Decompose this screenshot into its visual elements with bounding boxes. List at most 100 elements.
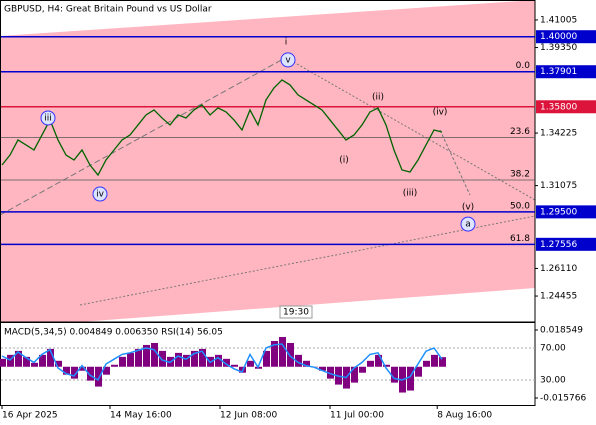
macd-tick-label: -0.015766 <box>540 394 586 404</box>
level-label: 1.35800 <box>540 102 577 112</box>
macd-bar <box>423 360 430 367</box>
y-tick-label: 1.31075 <box>540 181 577 191</box>
macd-bar <box>295 354 302 367</box>
macd-bar <box>151 342 158 367</box>
wave-label: (v) <box>462 203 474 213</box>
macd-bar <box>191 350 198 367</box>
macd-bar <box>287 342 294 367</box>
wave-label: (iii) <box>403 189 418 199</box>
rsi-tick-label: 70.00 <box>540 344 566 354</box>
fib-label: 50.0 <box>510 201 530 211</box>
wave-label: (ii) <box>372 92 384 102</box>
macd-bar <box>0 358 6 367</box>
y-tick-label: 1.34225 <box>540 129 577 139</box>
rsi-tick-label: 30.00 <box>540 376 566 386</box>
macd-bar <box>119 356 126 367</box>
time-marker: 19:30 <box>283 308 309 318</box>
price-panel <box>0 0 535 322</box>
level-label-box <box>536 237 596 251</box>
x-tick-label: 16 Apr 2025 <box>2 411 58 421</box>
macd-tick-label: 0.018549 <box>540 326 583 336</box>
macd-bar <box>431 354 438 367</box>
macd-bar <box>47 348 54 367</box>
macd-bar <box>87 366 94 381</box>
macd-bar <box>351 366 358 383</box>
fib-label: 38.2 <box>510 170 530 180</box>
x-tick-label: 11 Jul 00:00 <box>330 411 384 421</box>
trend-support <box>79 215 536 306</box>
level-label: 1.27556 <box>540 240 577 250</box>
macd-bar <box>15 350 22 367</box>
macd-bar <box>7 354 14 367</box>
wave-label: a <box>465 220 471 230</box>
wave-circle <box>280 52 296 68</box>
trend-dotted <box>289 59 536 201</box>
y-tick-label: 1.26110 <box>540 264 577 274</box>
trend-dashed <box>0 57 286 216</box>
macd-bar <box>55 360 62 367</box>
macd-bar <box>327 366 334 379</box>
wave-label: iv <box>96 190 105 200</box>
macd-bar <box>271 340 278 367</box>
macd-bar <box>143 344 150 367</box>
macd-bar <box>175 352 182 367</box>
macd-bar <box>103 366 110 375</box>
wave-label: (iv) <box>433 107 448 117</box>
macd-bar <box>223 358 230 367</box>
macd-bar <box>439 357 446 367</box>
level-label: 1.37901 <box>540 67 577 77</box>
time-marker-box <box>279 305 313 319</box>
macd-bar <box>95 366 102 387</box>
fib-label: 0.0 <box>516 61 531 71</box>
macd-bar <box>183 354 190 367</box>
macd-bar <box>63 366 70 375</box>
macd-bar <box>375 354 382 367</box>
macd-bar <box>415 366 422 377</box>
level-label: 1.40000 <box>540 32 577 42</box>
wave-circle <box>40 110 56 126</box>
level-label-box <box>536 205 596 219</box>
y-tick-label: 1.24455 <box>540 292 577 302</box>
macd-bar <box>71 366 78 379</box>
x-tick-label: 14 May 16:00 <box>110 411 172 421</box>
macd-bar <box>391 366 398 383</box>
channel-top <box>0 0 535 36</box>
macd-bar <box>231 364 238 367</box>
rsi-line <box>1 343 443 382</box>
projection <box>439 129 471 196</box>
macd-bar <box>303 360 310 367</box>
macd-bar <box>79 366 86 371</box>
wave-label: (i) <box>339 155 349 165</box>
wave-label: i <box>285 37 288 47</box>
macd-bar <box>247 360 254 367</box>
indicator-title: MACD(5,34,5) 0.004849 0.006350 RSI(14) 5… <box>4 328 223 338</box>
chart-title: GBPUSD, H4: Great Britain Pound vs US Do… <box>4 5 212 15</box>
x-tick-label: 12 Jun 08:00 <box>220 411 277 421</box>
macd-bar <box>367 360 374 367</box>
y-tick-label: 1.41005 <box>540 15 577 25</box>
macd-bar <box>135 348 142 367</box>
fib-label: 61.8 <box>510 234 530 244</box>
macd-bar <box>319 366 326 371</box>
y-tick-label: 1.39350 <box>540 43 577 53</box>
macd-bar <box>199 348 206 367</box>
level-label-box <box>536 30 596 44</box>
macd-bar <box>39 354 46 367</box>
wave-circle <box>460 216 476 232</box>
macd-bar <box>23 356 30 367</box>
macd-bar <box>215 354 222 367</box>
macd-bar <box>159 350 166 367</box>
x-tick-label: 8 Aug 16:00 <box>437 411 492 421</box>
macd-bar <box>407 366 414 391</box>
macd-bar <box>263 350 270 367</box>
wave-label: iii <box>44 113 52 123</box>
level-label-box <box>536 100 596 114</box>
macd-bar <box>279 337 286 367</box>
macd-bar <box>111 364 118 367</box>
fib-label: 23.6 <box>510 127 530 137</box>
macd-bar <box>127 352 134 367</box>
macd-bar <box>31 362 38 367</box>
channel-bottom <box>80 288 535 322</box>
macd-bar <box>383 364 390 367</box>
